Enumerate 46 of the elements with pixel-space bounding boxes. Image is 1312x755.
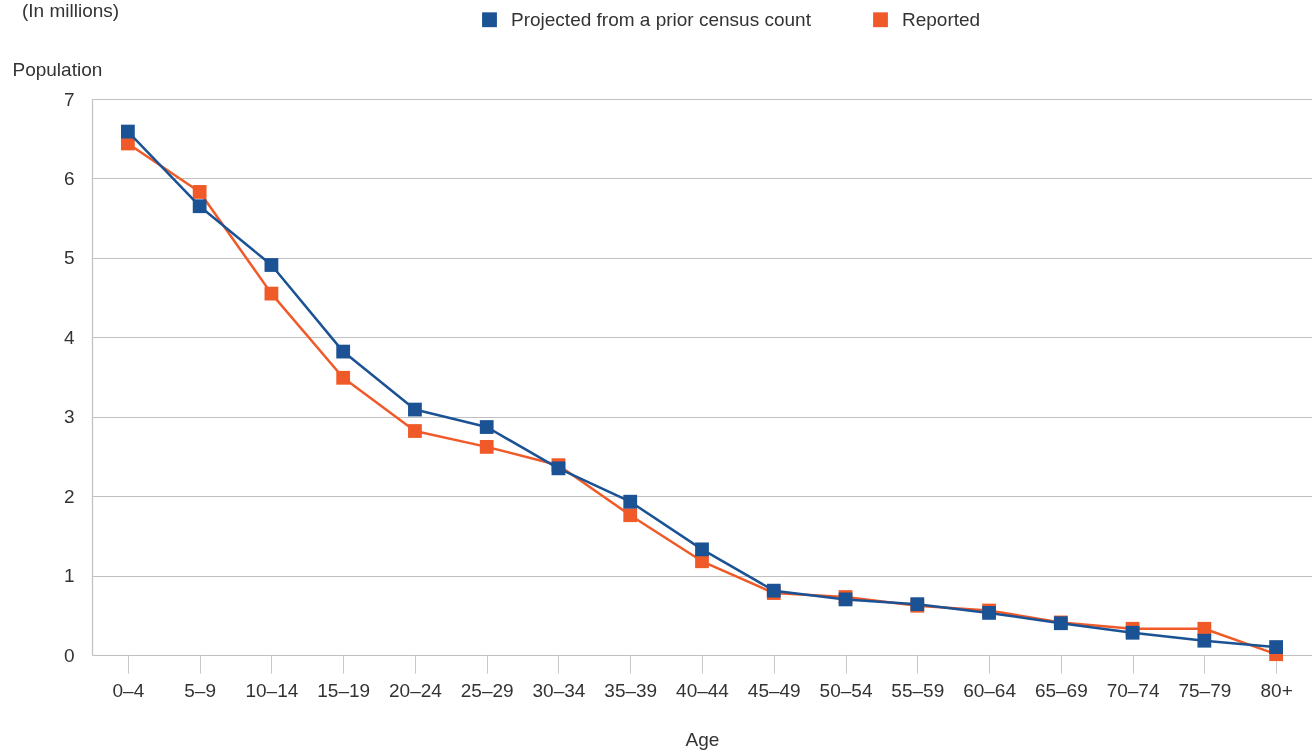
x-tick-label: 10–14 xyxy=(245,679,299,701)
point xyxy=(120,124,135,139)
y-axis-title: Population xyxy=(12,58,103,80)
x-tick-label: 70–74 xyxy=(1106,679,1160,701)
y-tick-label: 2 xyxy=(63,485,75,507)
x-tick-label: 60–64 xyxy=(963,679,1017,701)
x-tick-label: 55–59 xyxy=(891,679,945,701)
y-tick-label: 1 xyxy=(63,565,75,587)
point xyxy=(623,494,638,509)
x-tick-label: 15–19 xyxy=(317,679,371,701)
legend-label: Projected from a prior census count xyxy=(511,8,812,30)
point xyxy=(192,185,207,199)
x-tick-label: 20–24 xyxy=(389,679,443,701)
x-tick-label: 40–44 xyxy=(676,679,730,701)
point xyxy=(336,344,351,359)
y-tick-label: 6 xyxy=(63,167,75,189)
y-tick-label: 4 xyxy=(63,326,75,348)
point xyxy=(479,420,494,434)
x-tick-label: 50–54 xyxy=(819,679,873,701)
point xyxy=(1269,640,1284,654)
point xyxy=(408,402,422,417)
x-tick-label: 35–39 xyxy=(604,679,658,701)
point xyxy=(336,370,351,385)
x-axis-title: Age xyxy=(685,728,720,750)
x-tick-label: 80+ xyxy=(1260,679,1293,701)
chart-subtitle: (In millions) xyxy=(22,0,120,21)
point xyxy=(623,508,638,523)
x-tick-label: 75–79 xyxy=(1178,679,1232,701)
y-tick-label: 5 xyxy=(63,247,75,269)
point xyxy=(695,542,709,557)
point xyxy=(192,199,207,214)
point xyxy=(1125,625,1140,640)
y-tick-label: 3 xyxy=(63,406,75,428)
x-tick-label: 65–69 xyxy=(1034,679,1088,701)
legend-label: Reported xyxy=(902,8,981,30)
x-tick-label: 5–9 xyxy=(184,679,216,701)
x-tick-label: 30–34 xyxy=(532,679,586,701)
point xyxy=(479,440,494,454)
point xyxy=(1197,633,1212,648)
point xyxy=(408,424,422,438)
x-tick-label: 45–49 xyxy=(747,679,801,701)
x-tick-label: 25–29 xyxy=(460,679,514,701)
x-tick-label: 0–4 xyxy=(112,679,145,701)
y-tick-label: 0 xyxy=(63,644,75,666)
y-tick-label: 7 xyxy=(63,88,75,110)
point xyxy=(264,258,279,272)
